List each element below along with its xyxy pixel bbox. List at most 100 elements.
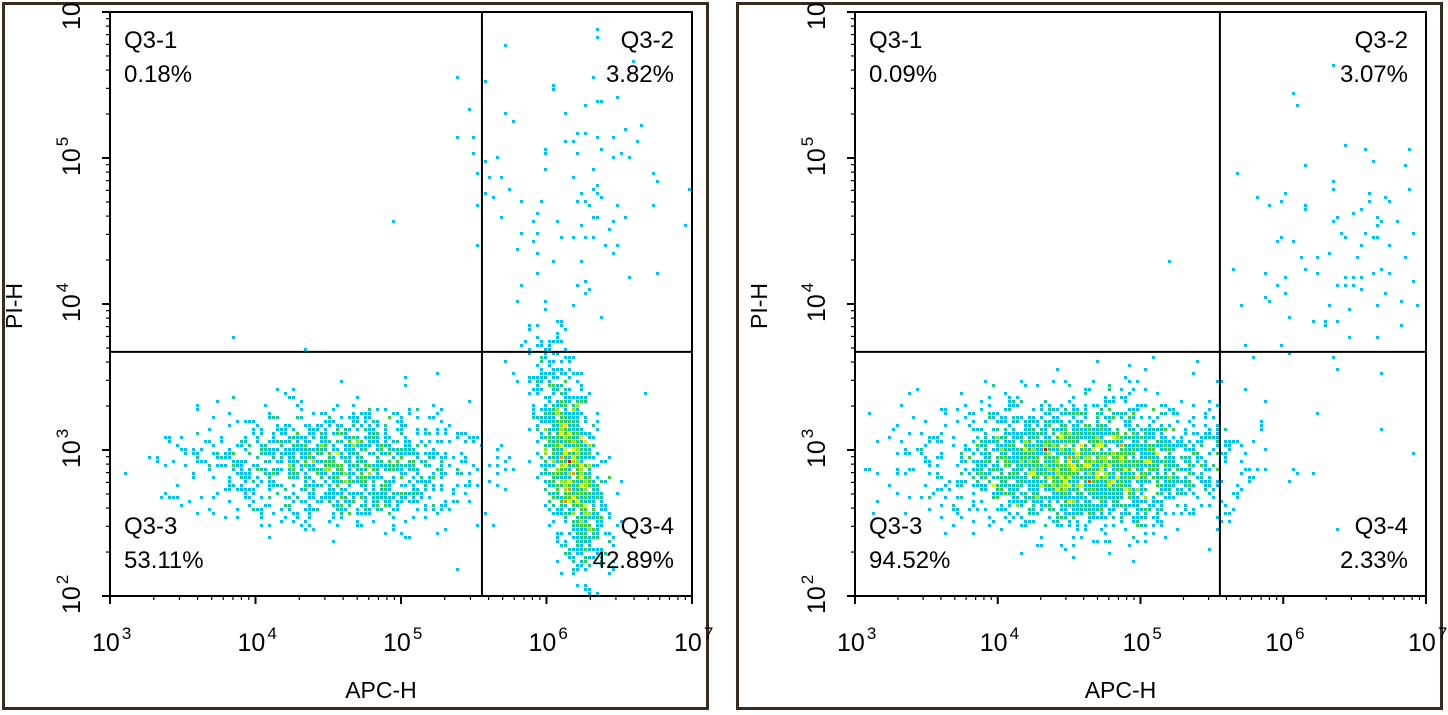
density-cell bbox=[1372, 160, 1375, 163]
density-cell bbox=[1252, 356, 1255, 359]
density-cell bbox=[1068, 432, 1071, 435]
density-cell bbox=[300, 400, 303, 403]
density-cell bbox=[1044, 460, 1047, 463]
density-cell bbox=[584, 440, 587, 443]
density-cell bbox=[600, 480, 603, 483]
density-cell bbox=[1132, 504, 1135, 507]
density-cell bbox=[1028, 448, 1031, 451]
density-cell bbox=[1100, 468, 1103, 471]
density-cell bbox=[1028, 508, 1031, 511]
density-cell bbox=[276, 460, 279, 463]
density-cell bbox=[584, 588, 587, 591]
density-cell bbox=[1152, 524, 1155, 527]
density-cell bbox=[1200, 436, 1203, 439]
density-cell bbox=[1196, 360, 1199, 363]
density-cell bbox=[572, 556, 575, 559]
density-cell bbox=[544, 420, 547, 423]
density-cell bbox=[348, 480, 351, 483]
density-cell bbox=[1144, 464, 1147, 467]
density-cell bbox=[372, 496, 375, 499]
density-cell bbox=[576, 568, 579, 571]
density-cell bbox=[1064, 408, 1067, 411]
density-cell bbox=[536, 272, 539, 275]
density-cell bbox=[1080, 452, 1083, 455]
density-cell bbox=[376, 508, 379, 511]
density-cell bbox=[1024, 420, 1027, 423]
density-cell bbox=[1152, 356, 1155, 359]
density-cell bbox=[1200, 480, 1203, 483]
density-cell bbox=[592, 188, 595, 191]
density-cell bbox=[320, 460, 323, 463]
density-cell bbox=[1140, 468, 1143, 471]
density-cell bbox=[464, 432, 467, 435]
density-cell bbox=[544, 376, 547, 379]
density-cell bbox=[1148, 416, 1151, 419]
density-cell bbox=[580, 444, 583, 447]
density-cell bbox=[1100, 428, 1103, 431]
density-cell bbox=[940, 432, 943, 435]
density-cell bbox=[216, 400, 219, 403]
density-cell bbox=[1124, 480, 1127, 483]
density-cell bbox=[500, 444, 503, 447]
density-cell bbox=[1136, 488, 1139, 491]
density-cell bbox=[348, 500, 351, 503]
density-cell bbox=[1052, 408, 1055, 411]
density-cell bbox=[540, 340, 543, 343]
density-cell bbox=[1292, 468, 1295, 471]
density-cell bbox=[436, 512, 439, 515]
density-cell bbox=[1120, 464, 1123, 467]
density-cell bbox=[1000, 436, 1003, 439]
density-cell bbox=[296, 432, 299, 435]
density-cell bbox=[300, 416, 303, 419]
density-cell bbox=[1328, 252, 1331, 255]
density-cell bbox=[1088, 484, 1091, 487]
density-cell bbox=[1376, 304, 1379, 307]
density-cell bbox=[1092, 492, 1095, 495]
density-cell bbox=[416, 432, 419, 435]
density-cell bbox=[412, 484, 415, 487]
density-cell bbox=[364, 464, 367, 467]
density-cell bbox=[952, 524, 955, 527]
density-cell bbox=[1040, 536, 1043, 539]
density-cell bbox=[560, 412, 563, 415]
density-cell bbox=[316, 424, 319, 427]
density-cell bbox=[288, 436, 291, 439]
density-cell bbox=[304, 464, 307, 467]
density-cell bbox=[1168, 464, 1171, 467]
density-cell bbox=[384, 468, 387, 471]
density-cell bbox=[592, 548, 595, 551]
density-cell bbox=[364, 412, 367, 415]
density-cell bbox=[1068, 384, 1071, 387]
density-cell bbox=[312, 448, 315, 451]
density-cell bbox=[1132, 444, 1135, 447]
density-cell bbox=[392, 440, 395, 443]
density-cell bbox=[1028, 444, 1031, 447]
density-cell bbox=[272, 452, 275, 455]
density-cell bbox=[1084, 468, 1087, 471]
density-cell bbox=[416, 408, 419, 411]
density-cell bbox=[572, 452, 575, 455]
density-cell bbox=[376, 492, 379, 495]
density-cell bbox=[192, 476, 195, 479]
density-cell bbox=[1012, 496, 1015, 499]
density-cell bbox=[576, 536, 579, 539]
density-cell bbox=[1116, 488, 1119, 491]
density-cell bbox=[1368, 200, 1371, 203]
density-cell bbox=[424, 444, 427, 447]
density-cell bbox=[312, 464, 315, 467]
density-cell bbox=[384, 496, 387, 499]
density-cell bbox=[368, 512, 371, 515]
density-cell bbox=[580, 560, 583, 563]
density-cell bbox=[1188, 472, 1191, 475]
density-cell bbox=[232, 484, 235, 487]
density-cell bbox=[168, 436, 171, 439]
density-cell bbox=[1056, 444, 1059, 447]
density-cell bbox=[1344, 276, 1347, 279]
density-cell bbox=[316, 428, 319, 431]
density-cell bbox=[956, 420, 959, 423]
density-cell bbox=[568, 472, 571, 475]
density-cell bbox=[252, 488, 255, 491]
density-cell bbox=[1076, 412, 1079, 415]
density-cell bbox=[564, 408, 567, 411]
density-cell bbox=[440, 488, 443, 491]
